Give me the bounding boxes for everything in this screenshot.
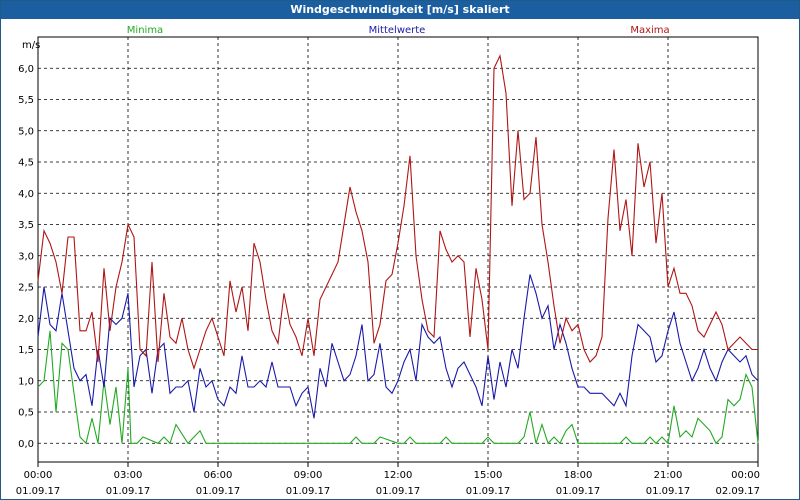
- x-tick-time: 09:00: [294, 470, 323, 481]
- y-tick-label: 3,5: [18, 220, 34, 231]
- x-tick-date: 01.09.17: [466, 486, 511, 497]
- series-line-mittelwerte: [37, 274, 759, 419]
- x-tick-time: 03:00: [114, 470, 143, 481]
- y-tick-label: 5,5: [18, 95, 34, 106]
- x-tick-date: 01.09.17: [286, 486, 331, 497]
- x-tick-date: 01.09.17: [556, 486, 601, 497]
- y-tick-label: 1,5: [18, 345, 34, 356]
- grid: [38, 37, 758, 462]
- x-axis-ticks: 00:00 01.09.17 03:00 01.09.17 06:00 01.09.17 0…: [16, 462, 760, 497]
- y-axis-ticks: 0,0 0,5 1,0 1,5 2,0 2,5 3,0 3,5 4,0 4,5 5,0 5,5 6,0: [18, 64, 34, 450]
- y-axis-label: m/s: [22, 40, 40, 51]
- series-lines: [37, 53, 759, 445]
- y-tick-label: 4,5: [18, 158, 34, 169]
- y-tick-label: 5,0: [18, 126, 34, 137]
- x-tick-time: 06:00: [204, 470, 233, 481]
- y-tick-label: 6,0: [18, 64, 34, 75]
- x-tick-time: 21:00: [654, 470, 683, 481]
- x-tick-date: 01.09.17: [646, 486, 691, 497]
- y-tick-label: 0,5: [18, 408, 34, 419]
- x-tick-date: 01.09.17: [16, 486, 61, 497]
- x-tick-time: 00:00: [24, 470, 53, 481]
- x-tick-time: 12:00: [384, 470, 413, 481]
- y-tick-label: 1,0: [18, 376, 34, 387]
- y-tick-label: 2,5: [18, 283, 34, 294]
- y-tick-label: 0,0: [18, 439, 34, 450]
- legend-minima: Minima: [127, 25, 163, 36]
- legend-mittelwerte: Mittelwerte: [369, 25, 426, 36]
- x-tick-date: 01.09.17: [376, 486, 421, 497]
- series-line-maxima: [37, 53, 758, 371]
- x-tick-date: 01.09.17: [196, 486, 241, 497]
- y-tick-label: 3,0: [18, 251, 34, 262]
- window-title: Windgeschwindigkeit [m/s] skaliert: [1, 1, 799, 19]
- series-line-minima: [37, 330, 759, 445]
- x-tick-time: 18:00: [564, 470, 593, 481]
- x-tick-date: 02.09.17: [715, 486, 760, 497]
- y-tick-label: 4,0: [18, 189, 34, 200]
- x-tick-date: 01.09.17: [106, 486, 151, 497]
- legend-maxima: Maxima: [630, 25, 669, 36]
- x-tick-time: 00:00: [731, 470, 760, 481]
- y-tick-label: 2,0: [18, 314, 34, 325]
- x-tick-time: 15:00: [474, 470, 503, 481]
